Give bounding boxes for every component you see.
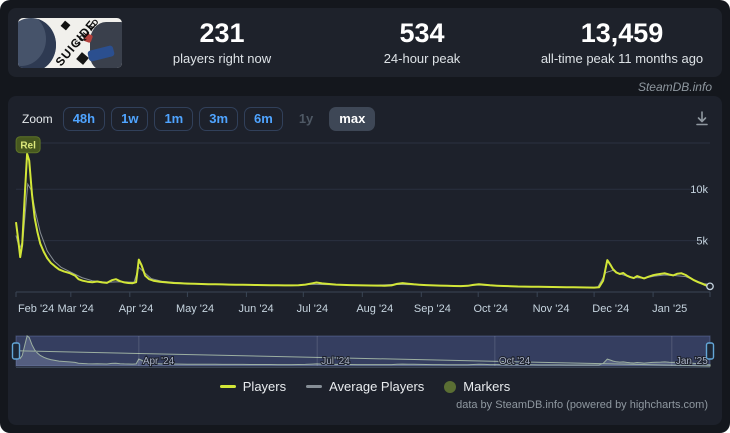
svg-text:5k: 5k [696,236,708,248]
stat-label: 24-hour peak [383,50,461,66]
svg-text:Jul '24: Jul '24 [297,303,328,315]
legend-item-players[interactable]: Players [219,379,287,394]
x-axis-labels: Feb '24 Mar '24 Apr '24 May '24 Jun '24 Jul '… [18,303,687,315]
legend-item-markers[interactable]: Markers [444,379,510,394]
stat-value: 231 [199,18,245,49]
svg-text:Apr '24: Apr '24 [119,303,154,315]
markers-circle-swatch [444,380,457,393]
legend-label: Markers [463,379,511,394]
zoom-max-button[interactable]: max [329,107,376,132]
svg-text:Sep '24: Sep '24 [414,303,451,315]
navigator-gridlines [138,336,673,366]
zoom-6m-button[interactable]: 6m [244,107,283,132]
average-players-series [15,182,711,289]
chart-panel: Zoom 48h 1w 1m 3m 6m 1y max 5k 10k Feb '2… [8,96,722,425]
svg-text:Mar '24: Mar '24 [58,303,94,315]
range-navigator[interactable]: Apr '24 Jul '24 Oct '24 Jan '25 [8,334,722,372]
legend-label: Players [242,379,287,394]
svg-text:Jan '25: Jan '25 [676,356,708,367]
zoom-3m-button[interactable]: 3m [199,107,239,132]
navigator-series [15,335,711,367]
chart-legend: Players Average Players Markers [8,379,722,394]
svg-text:10k: 10k [690,184,708,196]
svg-text:Jun '24: Jun '24 [239,303,274,315]
players-line-swatch [219,385,236,388]
players-line-chart[interactable]: 5k 10k Feb '24 Mar '24 Apr '24 May '24 Jun '2… [8,136,722,324]
zoom-1m-button[interactable]: 1m [154,107,194,132]
stats-row: 231 players right now 534 24-hour peak 1… [122,18,722,66]
steamdb-watermark: SteamDB.info [637,80,712,94]
zoom-1w-button[interactable]: 1w [111,107,149,132]
navigator-handles[interactable] [11,342,715,360]
stats-header: SUICIDE SQUAD 231 players right now 534 … [8,8,722,77]
download-icon[interactable] [694,111,710,127]
svg-text:Jan '25: Jan '25 [652,303,687,315]
navigator-right-handle[interactable] [705,342,715,360]
y-axis-labels: 5k 10k [690,184,708,247]
stat-label: all-time peak 11 months ago [540,50,704,66]
navigator-mask[interactable] [15,335,711,367]
gridlines [16,142,710,242]
stat-players-now: 231 players right now [122,18,322,66]
zoom-toolbar: Zoom 48h 1w 1m 3m 6m 1y max [22,107,376,132]
navigator-labels: Apr '24 Jul '24 Oct '24 Jan '25 [142,355,709,368]
stat-24h-peak: 534 24-hour peak [322,18,522,66]
average-players-line-swatch [306,385,323,388]
chart-credits: data by SteamDB.info (powered by highcha… [456,399,708,411]
legend-label: Average Players [329,379,425,394]
stat-value: 534 [399,18,445,49]
stat-label: players right now [172,50,272,66]
navigator-left-handle[interactable] [11,342,21,360]
svg-text:Feb '24: Feb '24 [18,303,54,315]
svg-text:Jul '24: Jul '24 [321,356,350,367]
legend-item-average-players[interactable]: Average Players [306,379,424,394]
stat-alltime-peak: 13,459 all-time peak 11 months ago [522,18,722,66]
capsule-art-helmet [18,17,56,68]
zoom-1y-button: 1y [289,107,323,131]
svg-text:Oct '24: Oct '24 [473,303,508,315]
svg-text:May '24: May '24 [176,303,214,315]
stat-value: 13,459 [580,18,664,49]
release-flag[interactable]: Rel [15,136,41,154]
svg-text:Apr '24: Apr '24 [143,356,175,367]
svg-text:Dec '24: Dec '24 [592,303,629,315]
x-axis [15,291,711,297]
svg-text:Rel: Rel [20,141,36,152]
svg-text:Nov '24: Nov '24 [533,303,570,315]
players-series [15,152,714,291]
navigator-selected-range[interactable] [15,335,711,367]
game-capsule-image[interactable]: SUICIDE SQUAD [18,17,122,68]
svg-text:Oct '24: Oct '24 [499,356,531,367]
svg-text:Aug '24: Aug '24 [356,303,393,315]
capsule-art-square [60,20,71,30]
zoom-label: Zoom [22,112,53,127]
zoom-48h-button[interactable]: 48h [62,107,106,132]
